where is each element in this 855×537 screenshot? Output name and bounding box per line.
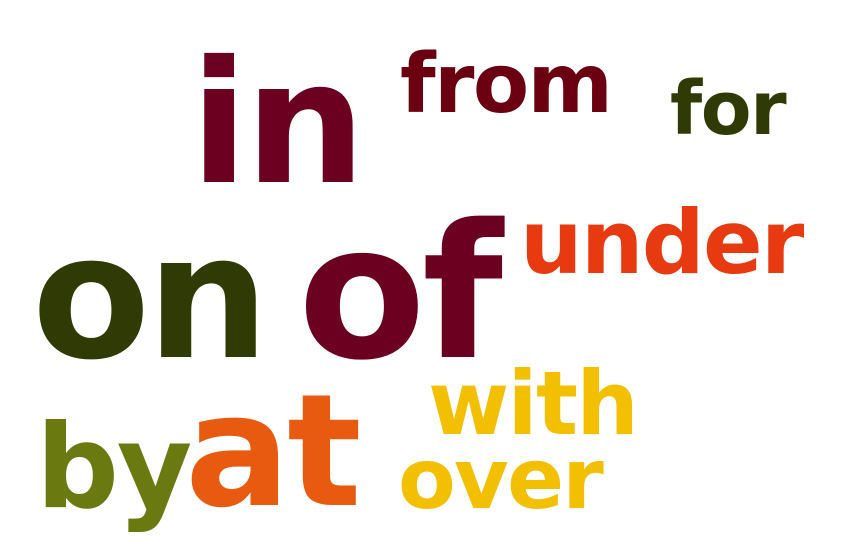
word-under: under <box>520 191 805 294</box>
word-with: with <box>428 352 637 455</box>
word-from: from <box>400 37 611 132</box>
word-of: of <box>298 184 505 401</box>
word-in: in <box>190 25 363 223</box>
word-by: by <box>36 400 191 535</box>
word-for: for <box>670 66 787 152</box>
word-on: on <box>32 197 266 398</box>
word-at: at <box>185 360 359 537</box>
word-over: over <box>398 430 604 528</box>
